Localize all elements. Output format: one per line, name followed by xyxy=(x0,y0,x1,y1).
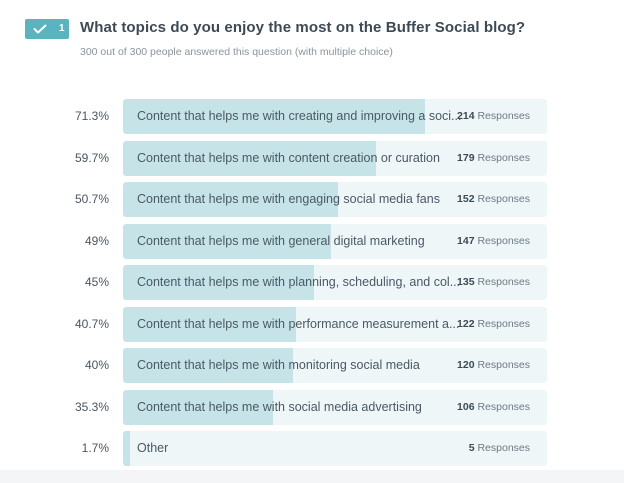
result-row[interactable]: 71.3% Content that helps me with creating… xyxy=(0,99,624,134)
response-count: 120 Responses xyxy=(457,348,530,383)
response-count-suffix: Responses xyxy=(477,234,530,247)
percent-label: 35.3% xyxy=(74,399,109,414)
response-count: 122 Responses xyxy=(457,307,530,342)
bar-track: Content that helps me with general digit… xyxy=(123,223,547,259)
bar-fill xyxy=(123,140,377,176)
bottom-divider xyxy=(0,470,624,483)
response-count-number: 120 xyxy=(457,359,475,371)
response-count-suffix: Responses xyxy=(477,317,530,330)
question-subtitle: 300 out of 300 people answered this ques… xyxy=(80,46,393,58)
response-count-number: 106 xyxy=(457,400,475,413)
answer-label: Content that helps me with social media … xyxy=(137,399,422,414)
response-count-suffix: Responses xyxy=(477,359,530,371)
percent-label: 50.7% xyxy=(74,192,109,206)
response-count: 135 Responses xyxy=(457,265,530,300)
response-count: 5 Responses xyxy=(469,431,530,466)
result-row[interactable]: 40% Content that helps me with monitoring… xyxy=(0,348,624,383)
check-icon xyxy=(33,24,47,34)
bar-fill xyxy=(123,389,273,425)
answer-label: Content that helps me with content creat… xyxy=(137,150,440,165)
answer-label: Content that helps me with monitoring so… xyxy=(137,358,420,372)
bar-track: Content that helps me with engaging soci… xyxy=(123,182,547,217)
response-count: 214 Responses xyxy=(457,99,530,134)
response-count-suffix: Responses xyxy=(477,276,530,288)
question-number: 1 xyxy=(59,23,65,34)
result-row[interactable]: 1.7% Other 5 Responses xyxy=(0,431,624,466)
response-count-number: 152 xyxy=(457,193,475,205)
percent-label: 40.7% xyxy=(74,316,109,331)
percent-label: 40% xyxy=(84,358,109,372)
answer-label: Other xyxy=(137,441,169,455)
answer-label: Content that helps me with performance m… xyxy=(137,316,460,331)
response-count-number: 135 xyxy=(457,276,475,288)
bar-fill xyxy=(123,265,314,300)
bar-fill xyxy=(123,348,293,383)
response-count-number: 179 xyxy=(457,151,475,164)
result-row[interactable]: 45% Content that helps me with planning, … xyxy=(0,265,624,300)
bar-track: Content that helps me with monitoring so… xyxy=(123,348,547,383)
response-count: 179 Responses xyxy=(457,141,530,176)
result-row[interactable]: 49% Content that helps me with general di… xyxy=(0,223,624,259)
response-count-number: 214 xyxy=(457,110,475,122)
bar-fill xyxy=(123,99,426,134)
result-row[interactable]: 50.7% Content that helps me with engaging… xyxy=(0,182,624,217)
answer-label: Content that helps me with creating and … xyxy=(137,109,462,123)
result-row[interactable]: 35.3% Content that helps me with social m… xyxy=(0,389,624,425)
bar-fill xyxy=(123,223,331,259)
bar-track: Other 5 Responses xyxy=(123,431,547,466)
percent-label: 49% xyxy=(84,233,109,248)
response-count-suffix: Responses xyxy=(477,442,530,454)
percent-label: 45% xyxy=(84,275,109,289)
response-count-suffix: Responses xyxy=(477,151,530,164)
response-count-number: 147 xyxy=(457,234,475,247)
bar-fill xyxy=(123,306,296,342)
response-count-number: 5 xyxy=(468,442,475,454)
bar-fill xyxy=(123,182,338,217)
response-count-suffix: Responses xyxy=(477,193,530,205)
question-title: What topics do you enjoy the most on the… xyxy=(80,19,526,36)
result-row[interactable]: 40.7% Content that helps me with performa… xyxy=(0,306,624,342)
response-count: 152 Responses xyxy=(457,182,530,217)
bar-track: Content that helps me with social media … xyxy=(123,389,547,425)
bar-track: Content that helps me with performance m… xyxy=(123,306,547,342)
response-count-number: 122 xyxy=(457,317,475,330)
percent-label: 59.7% xyxy=(74,150,109,165)
question-badge[interactable]: 1 xyxy=(25,19,69,39)
response-count: 106 Responses xyxy=(457,390,530,425)
bar-track: Content that helps me with content creat… xyxy=(123,140,547,176)
answer-label: Content that helps me with planning, sch… xyxy=(137,275,461,289)
response-count-suffix: Responses xyxy=(477,110,530,122)
percent-label: 1.7% xyxy=(81,441,109,455)
percent-label: 71.3% xyxy=(74,109,109,123)
answer-label: Content that helps me with engaging soci… xyxy=(137,192,440,206)
bar-track: Content that helps me with planning, sch… xyxy=(123,265,547,300)
bar-fill xyxy=(123,431,131,466)
response-count-suffix: Responses xyxy=(477,400,530,413)
result-row[interactable]: 59.7% Content that helps me with content … xyxy=(0,140,624,176)
bar-track: Content that helps me with creating and … xyxy=(123,99,547,134)
response-count: 147 Responses xyxy=(457,224,530,259)
answer-label: Content that helps me with general digit… xyxy=(137,233,425,248)
